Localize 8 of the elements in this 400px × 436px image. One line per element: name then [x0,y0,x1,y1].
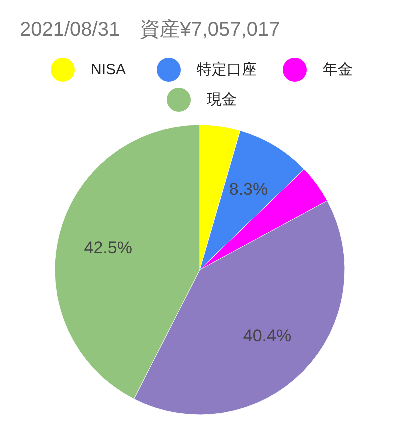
legend-label: 特定口座 [197,62,257,78]
legend-label: 年金 [323,62,353,78]
legend-label: 現金 [207,92,237,108]
legend-label: NISA [91,62,126,78]
chart-title: 2021/08/31 資産¥7,057,017 [20,19,280,41]
data-label: 8.3% [229,180,268,199]
data-label: 42.5% [84,238,132,258]
data-label: 40.4% [243,326,292,346]
